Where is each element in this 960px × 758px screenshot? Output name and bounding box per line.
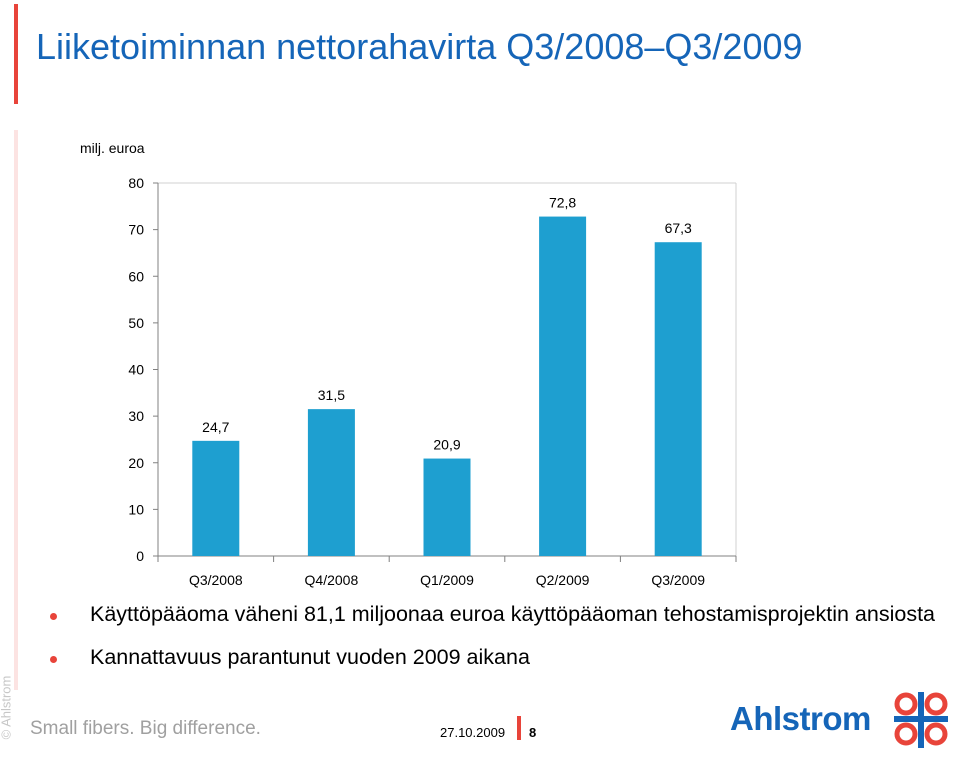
- footer-date: 27.10.2009: [440, 725, 506, 740]
- y-tick-label: 70: [128, 222, 144, 238]
- bullet-dot-icon: [50, 613, 57, 620]
- x-tick-label: Q3/2008: [189, 572, 243, 588]
- y-tick-label: 0: [136, 548, 144, 564]
- bar: [423, 458, 471, 556]
- company-logo: Ahlstrom: [730, 690, 955, 750]
- y-tick-label: 60: [128, 268, 144, 284]
- bar: [192, 440, 240, 556]
- x-tick-label: Q2/2009: [536, 572, 590, 588]
- bullet-list: Käyttöpääoma väheni 81,1 miljoonaa euroa…: [50, 602, 950, 688]
- data-label: 20,9: [433, 437, 460, 453]
- data-label: 24,7: [202, 419, 229, 435]
- y-tick-label: 50: [128, 315, 144, 331]
- accent-rule-faint: [14, 130, 18, 690]
- bar: [539, 216, 587, 556]
- x-tick-label: Q4/2008: [305, 572, 359, 588]
- bar: [307, 409, 355, 556]
- accent-rule: [14, 4, 18, 104]
- logo-text: Ahlstrom: [730, 700, 871, 737]
- data-label: 72,8: [549, 195, 576, 211]
- unit-label: milj. euroa: [80, 140, 145, 156]
- logo-mark-icon: [894, 692, 948, 748]
- y-tick-label: 80: [128, 175, 144, 191]
- y-tick-label: 40: [128, 362, 144, 378]
- bar-chart: 0 10 20 30 40 50 60 70 80 24,7 Q3/2008 31,5 Q4/2008 2…: [128, 175, 737, 588]
- page-number: 8: [529, 725, 537, 740]
- bullet-text: Kannattavuus parantunut vuoden 2009 aika…: [90, 645, 530, 669]
- data-label: 67,3: [665, 220, 692, 236]
- bullet-dot-icon: [50, 656, 57, 663]
- bullet-text: Käyttöpääoma väheni 81,1 miljoonaa euroa…: [90, 602, 935, 626]
- y-tick-label: 20: [128, 455, 144, 471]
- x-tick-label: Q3/2009: [651, 572, 705, 588]
- copyright-text: © Ahlstrom: [0, 675, 14, 740]
- tagline: Small fibers. Big difference.: [30, 718, 261, 739]
- bullet-item: Käyttöpääoma väheni 81,1 miljoonaa euroa…: [50, 602, 950, 627]
- bar: [654, 242, 702, 556]
- y-tick-label: 10: [128, 501, 144, 517]
- x-tick-label: Q1/2009: [420, 572, 474, 588]
- slide-title: Liiketoiminnan nettorahavirta Q3/2008–Q3…: [36, 26, 803, 67]
- y-tick-label: 30: [128, 408, 144, 424]
- footer-divider: [517, 716, 521, 740]
- bullet-item: Kannattavuus parantunut vuoden 2009 aika…: [50, 645, 950, 670]
- data-label: 31,5: [318, 387, 345, 403]
